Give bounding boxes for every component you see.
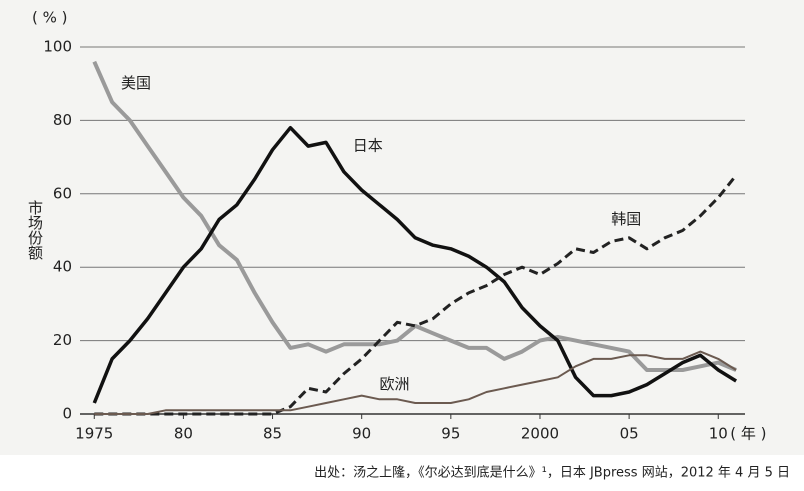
x-tick-label: 10 (709, 425, 728, 443)
x-unit: ( 年 ) (730, 425, 766, 443)
y-tick-label: 40 (53, 258, 72, 276)
plot-background (0, 0, 804, 455)
y-tick-label: 0 (62, 405, 72, 423)
x-tick-label: 80 (174, 425, 193, 443)
y-tick-label: 60 (53, 184, 72, 202)
x-tick-label: 05 (620, 425, 639, 443)
y-tick-label: 100 (43, 38, 72, 56)
series-label: 韩国 (611, 210, 641, 228)
y-unit: ( % ) (32, 9, 68, 27)
x-tick-label: 2000 (521, 425, 559, 443)
x-tick-label: 1975 (75, 425, 113, 443)
series-label: 日本 (353, 137, 383, 155)
y-axis-title: 市场份额 (26, 200, 44, 260)
series-line (94, 174, 738, 416)
y-tick-label: 20 (53, 331, 72, 349)
series-line (94, 350, 737, 415)
series-label: 欧洲 (380, 375, 410, 393)
series-line (92, 60, 737, 372)
x-tick-label: 85 (263, 425, 282, 443)
x-tick-label: 95 (441, 425, 460, 443)
x-tick-label: 90 (352, 425, 371, 443)
series-label: 美国 (121, 74, 151, 92)
series-line (92, 125, 738, 404)
source: 出处：汤之上隆，《尔必达到底是什么》¹，日本 JBpress 网站，2012 年… (314, 465, 790, 481)
y-tick-label: 80 (53, 111, 72, 129)
